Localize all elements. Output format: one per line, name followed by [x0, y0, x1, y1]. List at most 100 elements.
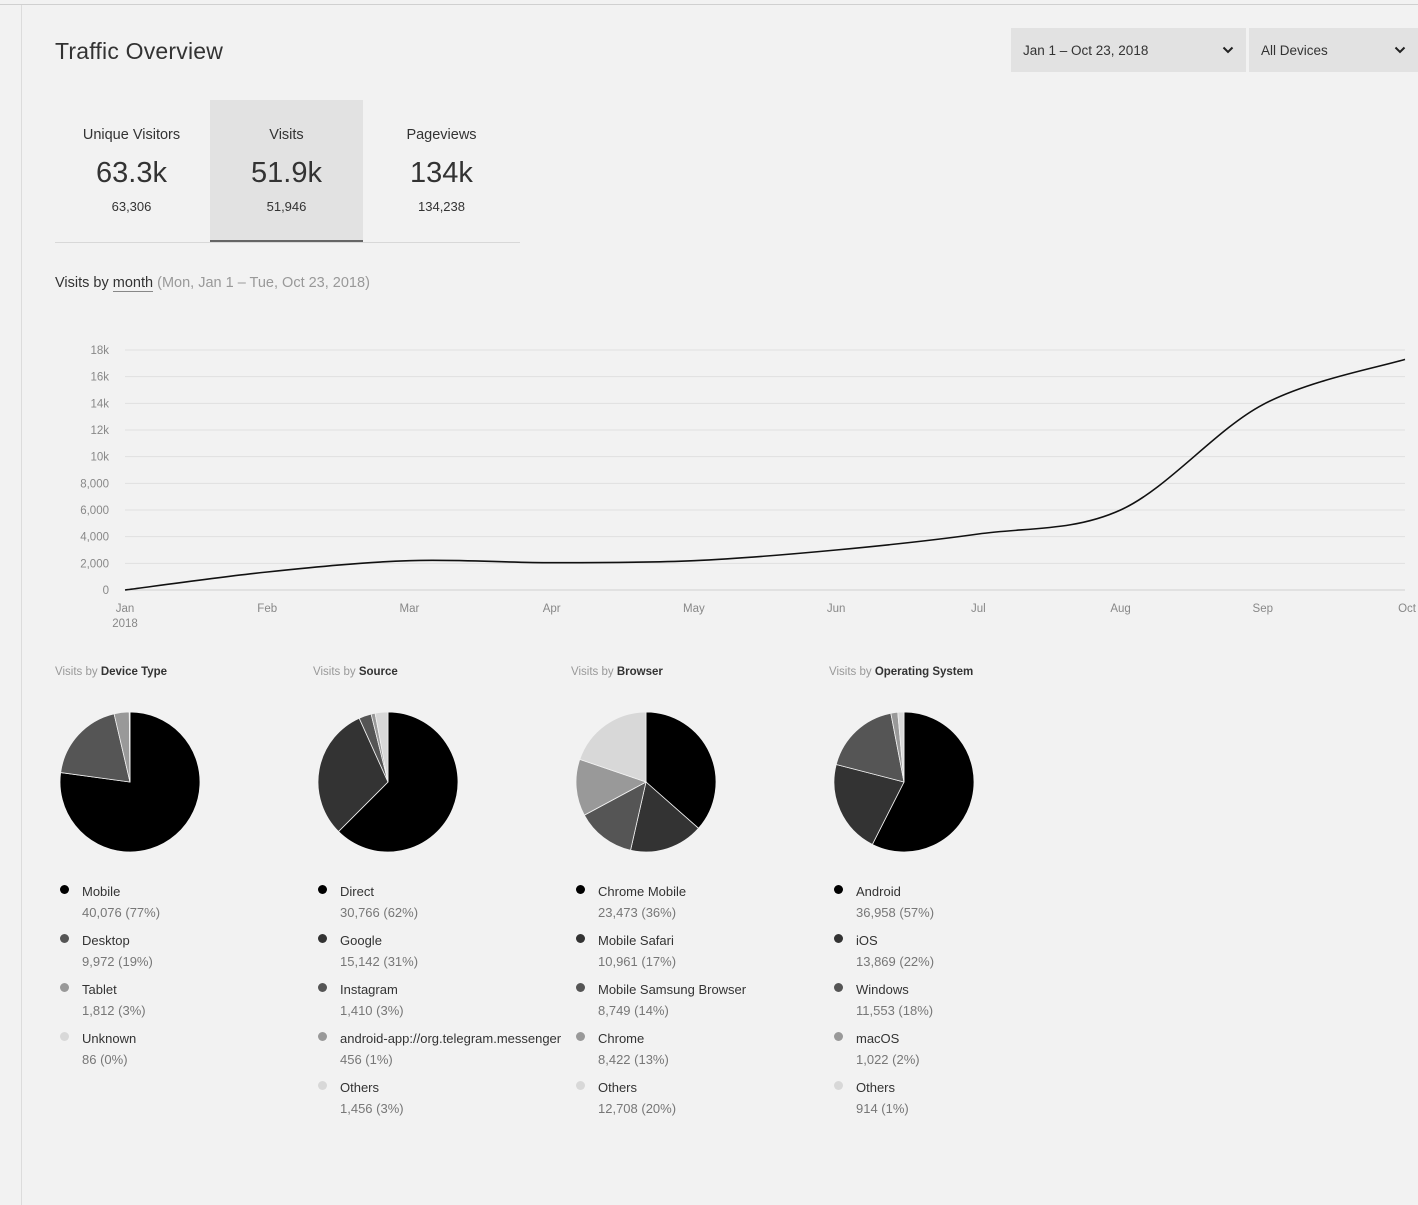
stat-label: Unique Visitors [82, 127, 181, 143]
legend-item[interactable]: Instagram 1,410 (3%) [313, 979, 563, 1021]
legend-value: 9,972 (19%) [82, 954, 153, 969]
visits-series-line [124, 358, 1406, 591]
legend-dot-icon [60, 934, 69, 943]
stat-value-short: 51.9k [251, 157, 322, 189]
legend-item[interactable]: Unknown 86 (0%) [55, 1028, 305, 1070]
legend-item[interactable]: Chrome Mobile 23,473 (36%) [571, 881, 821, 923]
pie-slice[interactable] [60, 713, 131, 783]
x-tick-label: Sep [1253, 603, 1273, 615]
pie-slice[interactable] [645, 711, 717, 829]
tab-unique-visitors[interactable]: Unique Visitors 63.3k 63,306 [55, 100, 208, 241]
legend-value: 86 (0%) [82, 1052, 128, 1067]
pie-slice[interactable] [583, 781, 647, 851]
legend-label: Instagram [340, 982, 398, 997]
stat-value: 134,238 [418, 199, 465, 214]
pie-slice[interactable] [317, 717, 389, 833]
pie-device-type: Visits by Device Type Mobile 40,076 (77%)… [55, 666, 305, 1067]
pie-slice[interactable] [871, 711, 975, 853]
stat-value: 63,306 [111, 199, 152, 214]
legend-item[interactable]: android-app://org.telegram.messenger 456 … [313, 1028, 563, 1070]
legend-item[interactable]: macOS 1,022 (2%) [829, 1028, 1079, 1070]
pie-slice[interactable] [833, 763, 905, 845]
device-value: All Devices [1261, 42, 1328, 58]
device-dropdown[interactable]: All Devices [1249, 28, 1418, 72]
page-title: Traffic Overview [55, 38, 224, 64]
chevron-down-icon [1394, 46, 1406, 54]
legend-label: Others [856, 1080, 896, 1095]
stats-tabs: Unique Visitors 63.3k 63,306 Visits 51.9… [55, 100, 520, 243]
legend-item[interactable]: Others 1,456 (3%) [313, 1077, 563, 1119]
pie-source: Visits by Source Direct 30,766 (62%) Googl… [313, 666, 563, 1116]
legend-dot-icon [318, 1081, 327, 1090]
legend-label: Windows [856, 982, 909, 997]
pie-slice[interactable] [897, 711, 905, 783]
chart-date-range: (Mon, Jan 1 – Tue, Oct 23, 2018) [157, 275, 370, 291]
legend-label: Chrome Mobile [598, 884, 687, 899]
legend-item[interactable]: Windows 11,553 (18%) [829, 979, 1079, 1021]
legend-value: 1,410 (3%) [340, 1003, 404, 1018]
legend-label: Others [340, 1080, 380, 1095]
pie-slice[interactable] [579, 711, 647, 783]
pie-slice[interactable] [337, 711, 459, 853]
legend-item[interactable]: Direct 30,766 (62%) [313, 881, 563, 923]
x-tick-label: Aug [1110, 603, 1130, 615]
pie-chart [317, 711, 459, 853]
legend-item[interactable]: Google 15,142 (31%) [313, 930, 563, 972]
legend-item[interactable]: Tablet 1,812 (3%) [55, 979, 305, 1021]
legend-label: macOS [856, 1031, 900, 1046]
legend-item[interactable]: Chrome 8,422 (13%) [571, 1028, 821, 1070]
stat-value-short: 134k [410, 157, 473, 189]
tab-pageviews[interactable]: Pageviews 134k 134,238 [365, 100, 518, 241]
legend-item[interactable]: Others 914 (1%) [829, 1077, 1079, 1119]
legend-item[interactable]: iOS 13,869 (22%) [829, 930, 1079, 972]
legend-dot-icon [576, 1081, 585, 1090]
legend-value: 30,766 (62%) [340, 905, 419, 920]
y-tick-label: 16k [90, 372, 109, 384]
legend-label: Mobile Samsung Browser [598, 982, 747, 997]
legend-dot-icon [834, 1032, 843, 1041]
legend-dot-icon [834, 983, 843, 992]
legend-dot-icon [318, 1032, 327, 1041]
x-tick-label: Jul [971, 603, 986, 615]
visits-line-chart: 0 2,000 4,000 6,000 8,000 10k 12k 14k 16k 18k Jan F… [80, 345, 1417, 630]
legend-item[interactable]: Mobile 40,076 (77%) [55, 881, 305, 923]
pie-chart [575, 711, 717, 853]
legend-value: 456 (1%) [340, 1052, 393, 1067]
legend-value: 15,142 (31%) [340, 954, 419, 969]
legend-item[interactable]: Mobile Samsung Browser 8,749 (14%) [571, 979, 821, 1021]
pie-title: Visits by Browser [571, 666, 663, 678]
legend-value: 40,076 (77%) [82, 905, 161, 920]
legend-item[interactable]: Android 36,958 (57%) [829, 881, 1079, 923]
y-tick-label: 8,000 [80, 478, 109, 490]
legend-item[interactable]: Mobile Safari 10,961 (17%) [571, 930, 821, 972]
legend-label: Mobile Safari [598, 933, 674, 948]
legend-label: Chrome [598, 1031, 645, 1046]
pie-slice[interactable] [374, 711, 389, 783]
x-tick-label: Apr [543, 603, 561, 615]
stat-value-short: 63.3k [96, 157, 167, 189]
date-range-dropdown[interactable]: Jan 1 – Oct 23, 2018 [1011, 28, 1246, 72]
legend-label: Others [598, 1080, 638, 1095]
legend-item[interactable]: Desktop 9,972 (19%) [55, 930, 305, 972]
pie-slice[interactable] [575, 758, 647, 816]
period-selector-link[interactable]: month [112, 275, 154, 292]
chart-heading: Visits by month (Mon, Jan 1 – Tue, Oct 2… [55, 275, 370, 292]
pie-slice[interactable] [630, 781, 700, 853]
y-tick-label: 0 [103, 585, 109, 597]
y-tick-label: 18k [90, 345, 109, 357]
legend-item[interactable]: Others 12,708 (20%) [571, 1077, 821, 1119]
pie-slice[interactable] [128, 711, 131, 783]
x-tick-label: Oct [1398, 603, 1417, 615]
x-tick-label: Mar [400, 603, 420, 615]
pie-title: Visits by Source [313, 666, 398, 678]
legend-value: 23,473 (36%) [598, 905, 677, 920]
legend-value: 914 (1%) [856, 1101, 909, 1116]
legend-value: 10,961 (17%) [598, 954, 677, 969]
pie-legend: Direct 30,766 (62%) Google 15,142 (31%) Inst… [313, 881, 563, 1126]
pie-slice[interactable] [835, 712, 905, 783]
y-tick-label: 6,000 [80, 505, 109, 517]
legend-label: Desktop [82, 933, 130, 948]
legend-value: 12,708 (20%) [598, 1101, 677, 1116]
pie-legend: Chrome Mobile 23,473 (36%) Mobile Safari 10… [571, 881, 821, 1126]
tab-visits[interactable]: Visits 51.9k 51,946 [210, 100, 363, 242]
